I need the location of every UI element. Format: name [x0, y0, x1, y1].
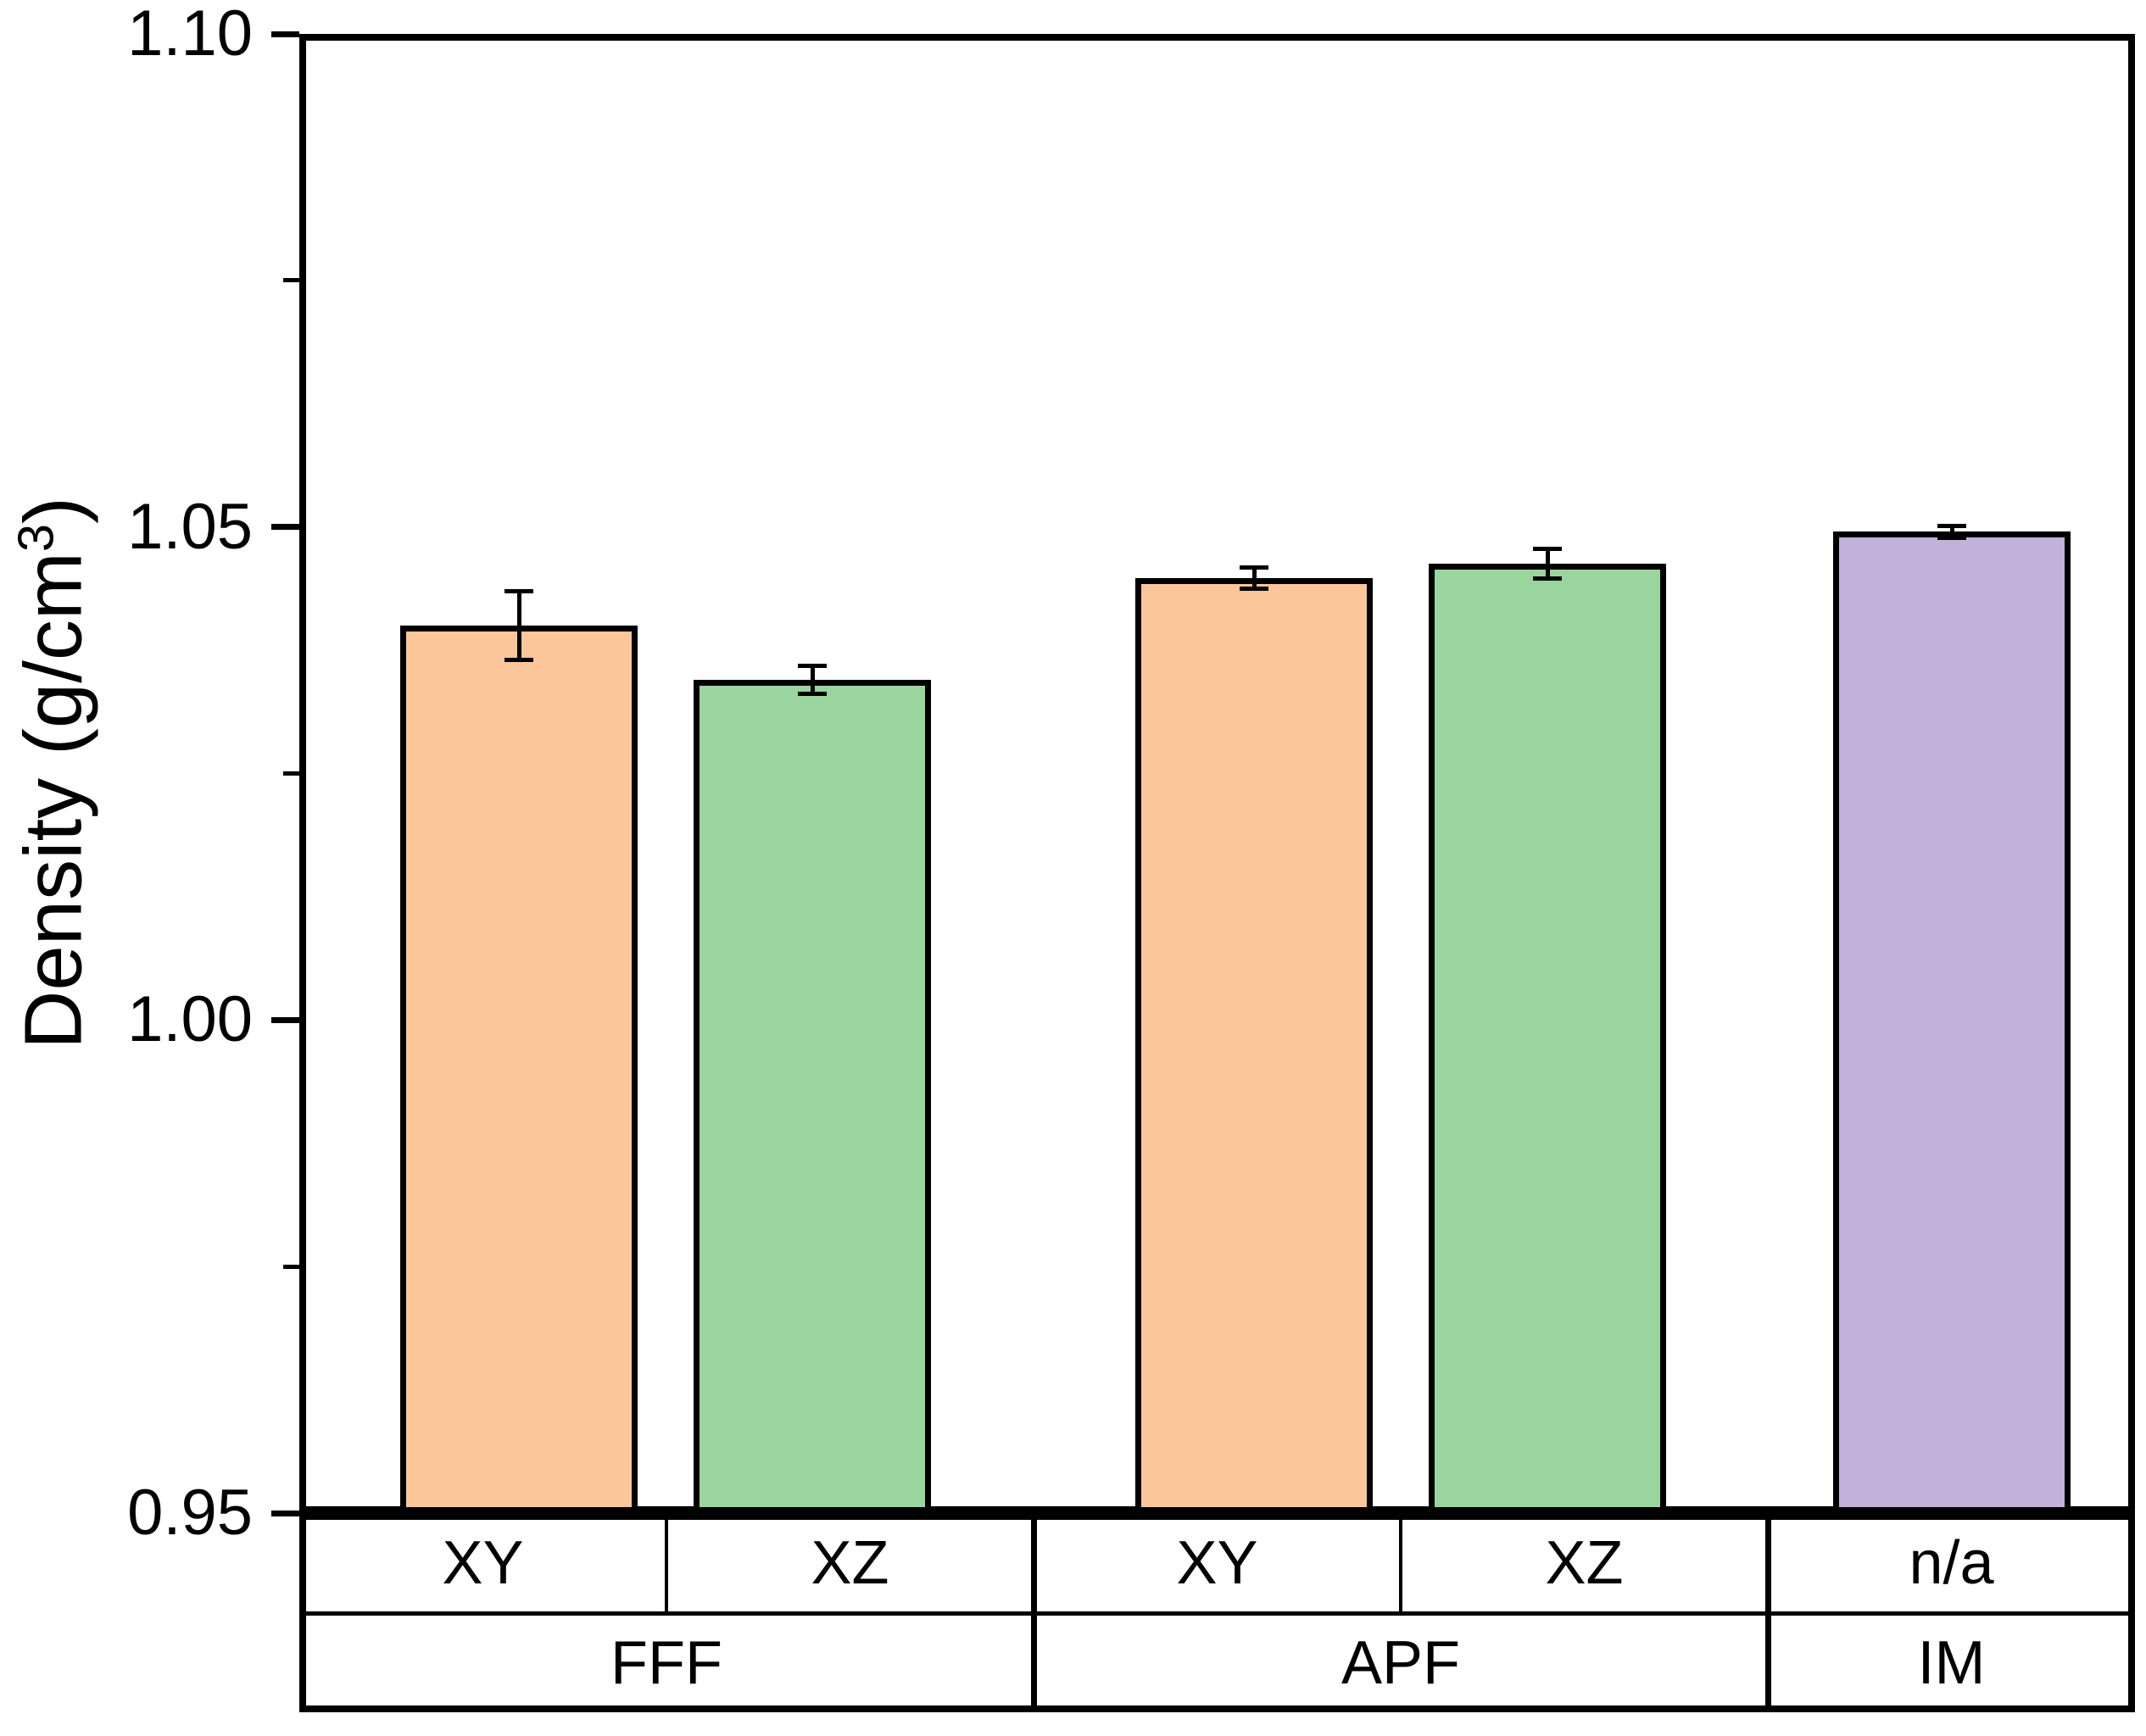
y-axis-title: Density (g/cm3) — [8, 497, 99, 1049]
error-bar-cap-top — [1240, 565, 1268, 570]
error-bar-cap-top — [1937, 524, 1966, 528]
y-tick-major-1.05 — [271, 524, 299, 531]
bar-apf-XZ — [1429, 563, 1666, 1513]
y-tick-minor — [283, 278, 299, 283]
process-cell-label-im: IM — [1917, 1628, 1986, 1697]
error-bar-cap-top — [798, 664, 827, 669]
y-tick-label: 1.05 — [127, 490, 253, 563]
orientation-cell-label-XY: XY — [442, 1529, 524, 1597]
orientation-cell-label-XZ: XZ — [811, 1529, 889, 1597]
y-tick-major-1.10 — [271, 31, 299, 37]
orientation-cell-label-XZ: XZ — [1545, 1529, 1624, 1597]
error-bar-cap-bottom — [504, 658, 533, 663]
bar-fff-XZ — [694, 679, 931, 1513]
y-tick-major-0.95 — [271, 1510, 299, 1516]
x-table-row-divider — [299, 1611, 2135, 1616]
y-tick-label: 1.00 — [127, 983, 253, 1056]
x-table-group-divider — [1764, 1513, 1771, 1712]
error-bar-cap-bottom — [1240, 587, 1268, 592]
y-tick-minor — [283, 771, 299, 776]
y-tick-label: 1.10 — [127, 0, 253, 70]
error-bar-cap-top — [504, 588, 533, 593]
x-table-group-divider — [1030, 1513, 1037, 1712]
error-bar-cap-bottom — [1937, 535, 1966, 540]
error-bar-line — [810, 665, 815, 694]
error-bar-line — [1949, 526, 1954, 538]
orientation-cell-label-XY: XY — [1176, 1529, 1258, 1597]
bar-apf-XY — [1135, 578, 1373, 1513]
bar-fff-XY — [400, 626, 638, 1513]
y-tick-minor — [283, 1264, 299, 1269]
x-table-orientation-divider — [665, 1513, 668, 1613]
error-bar-line — [516, 591, 521, 660]
y-axis-title-text: Density (g/cm — [8, 552, 99, 1049]
process-cell-label-fff: FFF — [610, 1628, 722, 1697]
error-bar-cap-top — [1533, 546, 1562, 551]
error-bar-line — [1251, 567, 1257, 589]
y-tick-label: 0.95 — [127, 1477, 253, 1549]
x-table-orientation-divider — [1399, 1513, 1402, 1613]
process-cell-label-apf: APF — [1341, 1628, 1461, 1697]
error-bar-line — [1545, 548, 1550, 579]
bar-im-na — [1833, 531, 2071, 1513]
y-tick-major-1.00 — [271, 1016, 299, 1023]
error-bar-cap-bottom — [798, 691, 827, 696]
orientation-cell-label-na: n/a — [1909, 1529, 1994, 1597]
error-bar-cap-bottom — [1533, 576, 1562, 581]
